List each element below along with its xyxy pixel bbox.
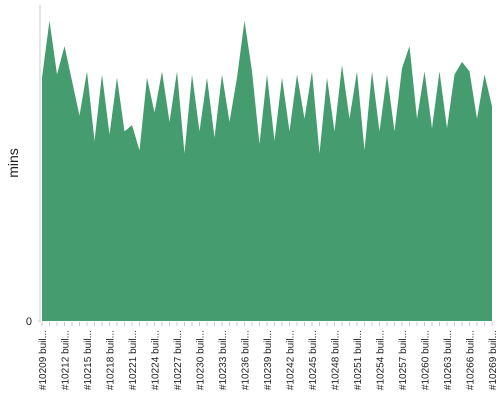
x-tick-label: #10236 buil...: [241, 330, 252, 390]
x-tick-label: #10257 buil...: [398, 330, 409, 390]
y-tick-label: 0: [26, 316, 32, 328]
x-tick-label: #10269 buil...: [488, 330, 499, 390]
x-tick-label: #10221 buil...: [128, 330, 139, 390]
x-tick-label: #10254 buil...: [376, 330, 387, 390]
area: [42, 20, 492, 322]
y-axis-label: mins: [5, 148, 21, 178]
x-tick-label: #10212 buil...: [61, 330, 72, 390]
x-tick-label: #10248 buil...: [331, 330, 342, 390]
x-tick-label: #10242 buil...: [286, 330, 297, 390]
x-tick-label: #10209 buil...: [38, 330, 49, 390]
x-tick-label: #10266 buil...: [466, 330, 477, 390]
x-tick-label: #10224 buil...: [151, 330, 162, 390]
x-tick-label: #10218 buil...: [106, 330, 117, 390]
x-tick-label: #10215 buil...: [83, 330, 94, 390]
x-tick-label: #10233 buil...: [218, 330, 229, 390]
x-tick-label: #10263 buil...: [443, 330, 454, 390]
x-tick-label: #10230 buil...: [196, 330, 207, 390]
x-tick-label: #10260 buil...: [421, 330, 432, 390]
x-tick-label: #10227 buil...: [173, 330, 184, 390]
x-tick-label: #10239 buil...: [263, 330, 274, 390]
x-tick-label: #10251 buil...: [353, 330, 364, 390]
x-tick-label: #10245 buil...: [308, 330, 319, 390]
